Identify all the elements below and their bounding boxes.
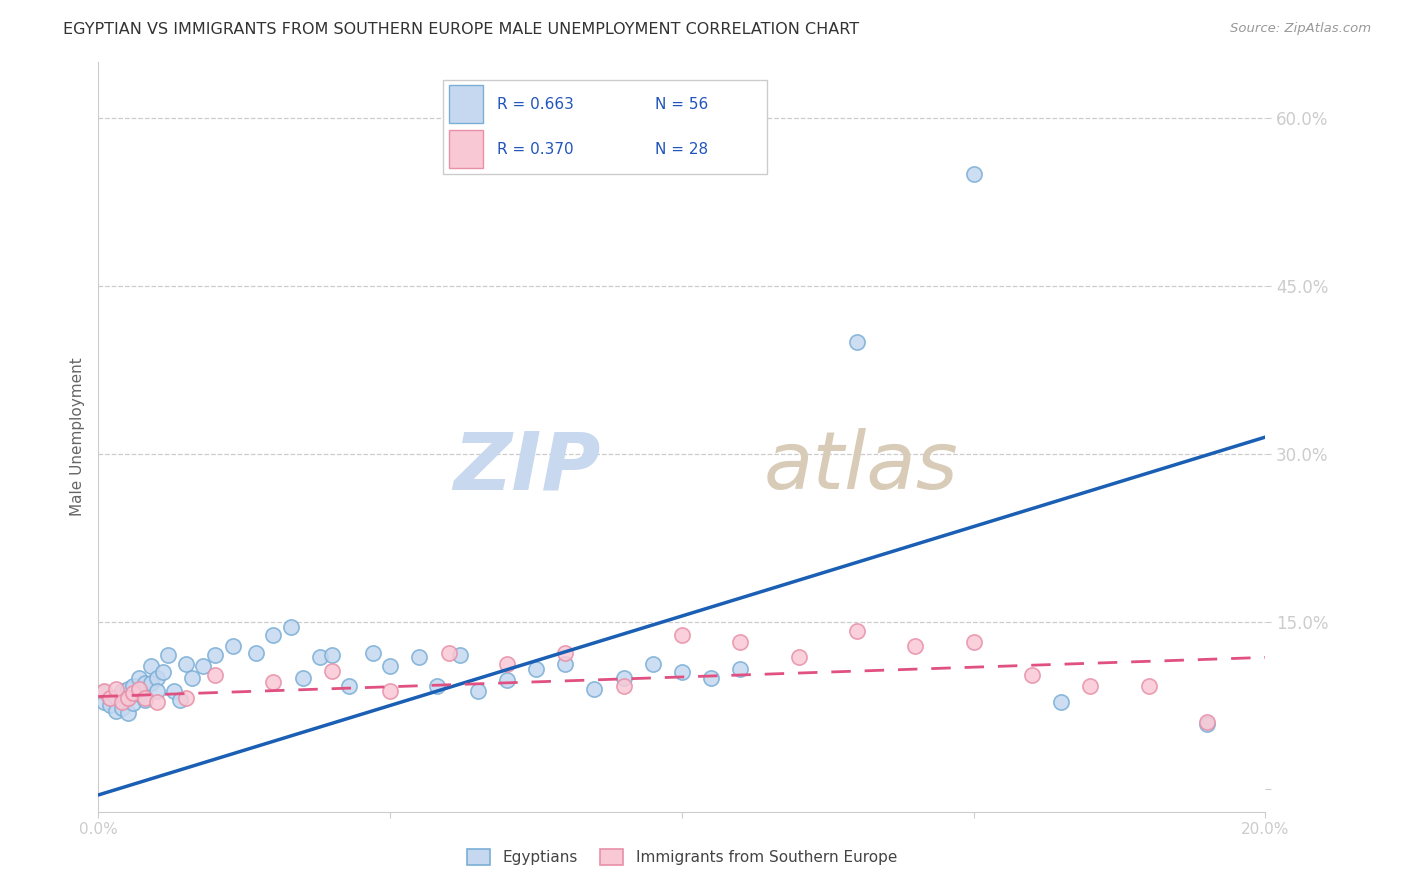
- Point: [309, 650, 332, 665]
- Bar: [450, 130, 484, 168]
- Point: [1050, 695, 1073, 709]
- Point: [128, 687, 150, 701]
- Text: Source: ZipAtlas.com: Source: ZipAtlas.com: [1230, 22, 1371, 36]
- Point: [134, 676, 156, 690]
- Point: [962, 634, 984, 648]
- Point: [449, 648, 471, 662]
- Point: [380, 684, 402, 698]
- Point: [846, 624, 869, 638]
- Point: [554, 646, 576, 660]
- Point: [93, 684, 115, 698]
- Point: [134, 690, 156, 705]
- Point: [104, 690, 127, 704]
- Point: [904, 639, 927, 653]
- Point: [641, 657, 664, 672]
- Point: [111, 684, 134, 698]
- Point: [408, 650, 430, 665]
- Text: EGYPTIAN VS IMMIGRANTS FROM SOUTHERN EUROPE MALE UNEMPLOYMENT CORRELATION CHART: EGYPTIAN VS IMMIGRANTS FROM SOUTHERN EUR…: [63, 22, 859, 37]
- Point: [496, 673, 519, 687]
- Point: [146, 671, 169, 685]
- Point: [169, 693, 191, 707]
- Point: [787, 650, 810, 665]
- Point: [671, 665, 693, 679]
- Point: [612, 671, 634, 685]
- Point: [730, 662, 752, 676]
- Point: [437, 646, 460, 660]
- Text: R = 0.370: R = 0.370: [496, 142, 574, 157]
- Point: [291, 671, 314, 685]
- Point: [245, 646, 267, 660]
- Point: [128, 681, 150, 696]
- Text: R = 0.663: R = 0.663: [496, 96, 574, 112]
- Point: [262, 628, 284, 642]
- Point: [134, 693, 156, 707]
- Point: [122, 696, 145, 710]
- Text: N = 56: N = 56: [655, 96, 709, 112]
- Point: [321, 664, 343, 678]
- Point: [524, 662, 547, 676]
- Point: [117, 706, 139, 721]
- Point: [280, 620, 302, 634]
- Point: [426, 680, 449, 694]
- Point: [98, 690, 121, 705]
- Point: [174, 657, 197, 672]
- Point: [122, 686, 145, 700]
- Point: [700, 671, 723, 685]
- Legend: Egyptians, Immigrants from Southern Europe: Egyptians, Immigrants from Southern Euro…: [461, 843, 903, 871]
- Point: [1021, 668, 1043, 682]
- Point: [128, 671, 150, 685]
- Point: [122, 680, 145, 694]
- Point: [104, 681, 127, 696]
- Point: [139, 676, 162, 690]
- Point: [962, 167, 984, 181]
- Point: [180, 671, 202, 685]
- Y-axis label: Male Unemployment: Male Unemployment: [69, 358, 84, 516]
- Point: [671, 628, 693, 642]
- Bar: [450, 85, 484, 123]
- Point: [117, 690, 139, 705]
- Point: [467, 684, 489, 698]
- Point: [174, 690, 197, 705]
- FancyBboxPatch shape: [443, 80, 766, 174]
- Point: [1080, 680, 1102, 694]
- Point: [193, 659, 215, 673]
- Point: [146, 684, 169, 698]
- Point: [111, 700, 134, 714]
- Point: [204, 648, 226, 662]
- Point: [262, 675, 284, 690]
- Point: [337, 680, 360, 694]
- Point: [221, 639, 243, 653]
- Point: [321, 648, 343, 662]
- Point: [496, 657, 519, 672]
- Point: [93, 685, 115, 699]
- Point: [1137, 680, 1160, 694]
- Point: [104, 704, 127, 718]
- Point: [380, 659, 402, 673]
- Point: [1195, 715, 1218, 730]
- Point: [98, 690, 121, 705]
- Point: [361, 646, 384, 660]
- Point: [111, 695, 134, 709]
- Point: [117, 681, 139, 696]
- Point: [846, 334, 869, 349]
- Point: [163, 684, 186, 698]
- Point: [139, 659, 162, 673]
- Point: [98, 698, 121, 713]
- Point: [1195, 717, 1218, 731]
- Text: ZIP: ZIP: [453, 428, 600, 506]
- Point: [204, 668, 226, 682]
- Text: atlas: atlas: [763, 428, 959, 506]
- Point: [583, 681, 606, 696]
- Point: [117, 690, 139, 705]
- Point: [554, 657, 576, 672]
- Point: [730, 634, 752, 648]
- Point: [157, 648, 180, 662]
- Point: [612, 680, 634, 694]
- Text: N = 28: N = 28: [655, 142, 709, 157]
- Point: [93, 695, 115, 709]
- Point: [152, 665, 174, 679]
- Point: [146, 695, 169, 709]
